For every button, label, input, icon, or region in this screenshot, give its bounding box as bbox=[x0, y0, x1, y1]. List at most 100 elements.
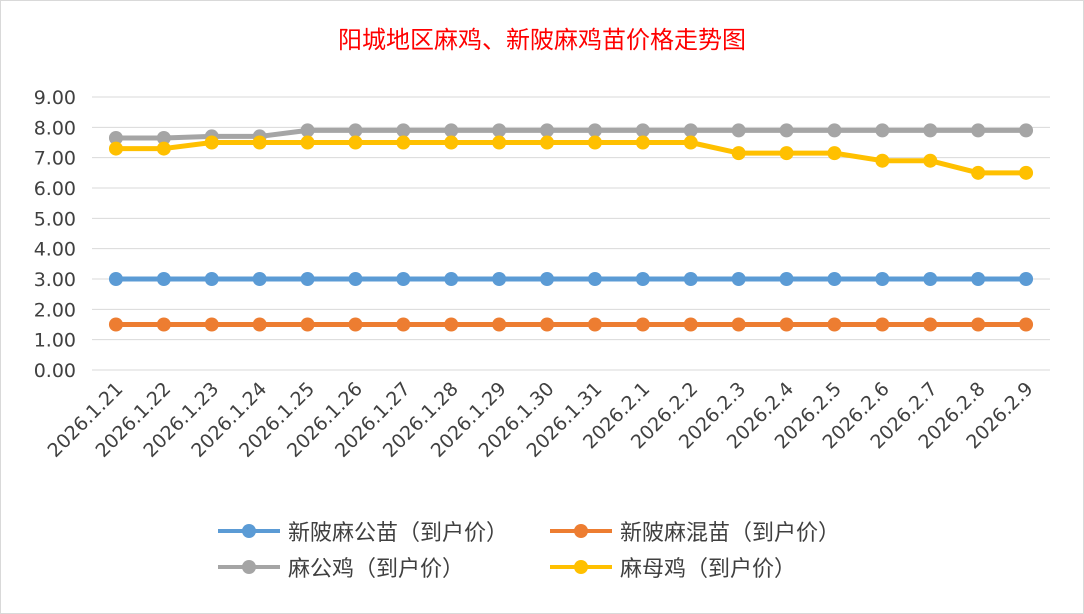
data-point bbox=[587, 135, 602, 150]
legend-label: 麻母鸡（到户价） bbox=[620, 557, 797, 582]
data-point bbox=[156, 141, 171, 156]
data-point bbox=[540, 135, 555, 150]
data-point bbox=[923, 153, 938, 168]
legend-item: 新陂麻混苗（到户价） bbox=[550, 513, 840, 549]
legend-swatch bbox=[218, 557, 280, 577]
data-point bbox=[635, 123, 650, 138]
data-point bbox=[1019, 317, 1034, 332]
data-point bbox=[252, 272, 267, 286]
data-point bbox=[635, 272, 650, 286]
data-point bbox=[875, 317, 890, 332]
data-point bbox=[444, 123, 459, 138]
data-point bbox=[731, 123, 746, 138]
data-point bbox=[587, 317, 602, 332]
data-point bbox=[971, 123, 986, 138]
data-point bbox=[444, 272, 459, 286]
data-point bbox=[204, 135, 219, 150]
data-point bbox=[108, 130, 123, 145]
data-point bbox=[875, 153, 890, 168]
data-point bbox=[540, 272, 555, 286]
data-point bbox=[731, 272, 746, 286]
data-point bbox=[348, 135, 363, 150]
data-point bbox=[108, 141, 123, 156]
data-point bbox=[252, 135, 267, 150]
data-point bbox=[731, 317, 746, 332]
data-point bbox=[156, 272, 171, 286]
legend-label: 新陂麻公苗（到户价） bbox=[288, 521, 509, 546]
data-point bbox=[683, 317, 698, 332]
data-point bbox=[827, 272, 842, 286]
series-line bbox=[113, 140, 1029, 176]
data-point bbox=[875, 123, 890, 138]
y-tick-label: 1.00 bbox=[34, 330, 76, 352]
data-point bbox=[827, 123, 842, 138]
data-point bbox=[779, 123, 794, 138]
data-point bbox=[1019, 123, 1034, 138]
data-point bbox=[492, 123, 507, 138]
data-point bbox=[971, 272, 986, 286]
legend-swatch bbox=[218, 521, 280, 541]
data-point bbox=[348, 123, 363, 138]
data-point bbox=[348, 272, 363, 286]
data-point bbox=[635, 135, 650, 150]
data-point bbox=[1019, 165, 1034, 180]
legend: 新陂麻公苗（到户价） 新陂麻混苗（到户价） 麻公鸡（到户价） 麻母鸡（到户价） bbox=[0, 508, 1084, 588]
data-point bbox=[827, 317, 842, 332]
data-point bbox=[252, 317, 267, 332]
data-point bbox=[444, 317, 459, 332]
data-point bbox=[156, 317, 171, 332]
data-point bbox=[683, 135, 698, 150]
data-point bbox=[348, 317, 363, 332]
y-tick-label: 3.00 bbox=[34, 269, 76, 291]
data-point bbox=[779, 272, 794, 286]
y-tick-label: 7.00 bbox=[34, 148, 76, 170]
data-point bbox=[300, 272, 315, 286]
data-point bbox=[396, 317, 411, 332]
data-point bbox=[540, 123, 555, 138]
data-point bbox=[875, 272, 890, 286]
series-line bbox=[113, 127, 1029, 141]
data-point bbox=[108, 317, 123, 332]
data-point bbox=[300, 135, 315, 150]
chart-title: 阳城地区麻鸡、新陂麻鸡苗价格走势图 bbox=[338, 26, 746, 54]
y-tick-label: 9.00 bbox=[34, 87, 76, 109]
data-point bbox=[492, 135, 507, 150]
data-point bbox=[731, 146, 746, 161]
data-point bbox=[492, 272, 507, 286]
data-point bbox=[587, 272, 602, 286]
data-point bbox=[396, 123, 411, 138]
data-point bbox=[300, 317, 315, 332]
data-point bbox=[923, 123, 938, 138]
data-point bbox=[683, 272, 698, 286]
y-tick-label: 4.00 bbox=[34, 239, 76, 261]
data-point bbox=[108, 272, 123, 286]
data-point bbox=[635, 317, 650, 332]
legend-label: 麻公鸡（到户价） bbox=[288, 557, 465, 582]
y-tick-label: 5.00 bbox=[34, 208, 76, 230]
y-tick-label: 6.00 bbox=[34, 178, 76, 200]
data-point bbox=[492, 317, 507, 332]
legend-item: 麻公鸡（到户价） bbox=[218, 549, 464, 585]
data-point bbox=[300, 123, 315, 138]
legend-item: 新陂麻公苗（到户价） bbox=[218, 513, 508, 549]
data-point bbox=[779, 146, 794, 161]
data-point bbox=[396, 135, 411, 150]
y-tick-label: 0.00 bbox=[34, 360, 76, 382]
data-point bbox=[540, 317, 555, 332]
data-point bbox=[683, 123, 698, 138]
legend-label: 新陂麻混苗（到户价） bbox=[620, 521, 841, 546]
data-point bbox=[204, 317, 219, 332]
data-point bbox=[204, 272, 219, 286]
y-tick-label: 8.00 bbox=[34, 117, 76, 139]
legend-item: 麻母鸡（到户价） bbox=[550, 549, 796, 585]
data-point bbox=[396, 272, 411, 286]
y-tick-label: 2.00 bbox=[34, 299, 76, 321]
data-point bbox=[971, 165, 986, 180]
data-point bbox=[827, 146, 842, 161]
data-point bbox=[1019, 272, 1034, 286]
data-point bbox=[923, 317, 938, 332]
data-point bbox=[923, 272, 938, 286]
data-point bbox=[156, 130, 171, 145]
